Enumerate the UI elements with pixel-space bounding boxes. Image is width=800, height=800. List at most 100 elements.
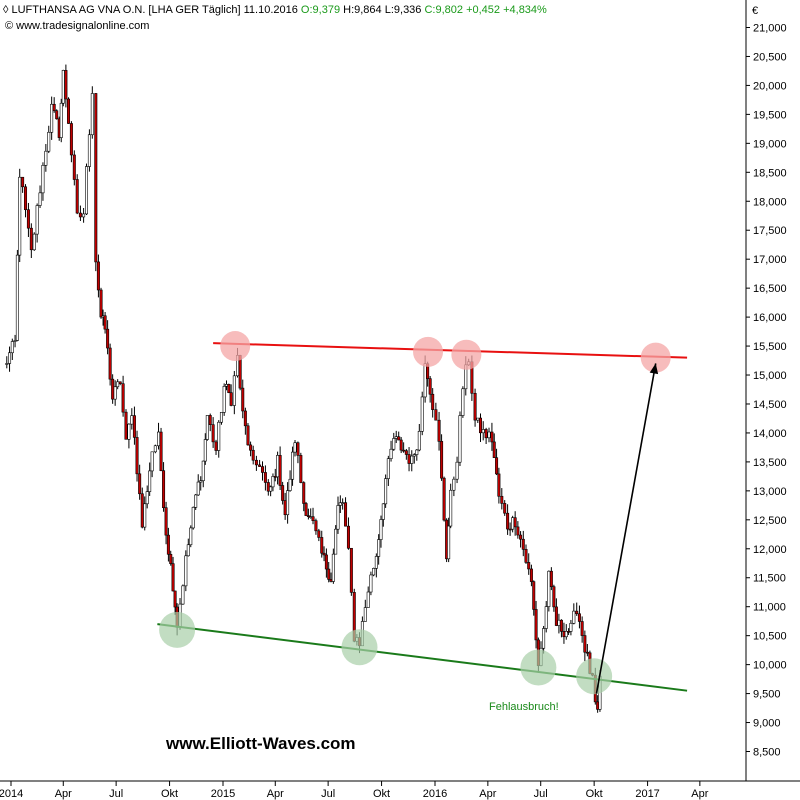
bottom-marker: [159, 611, 196, 648]
candle-body: [374, 556, 378, 569]
candle-body: [527, 562, 531, 570]
candle-body: [124, 411, 128, 440]
y-tick-label: 15,000: [753, 370, 787, 382]
candle-body: [15, 254, 19, 341]
candle-body: [140, 493, 144, 528]
candle-body: [47, 131, 51, 152]
candle-body: [260, 466, 264, 473]
candle-body: [534, 609, 538, 641]
candle-body: [481, 429, 485, 434]
candle-body: [492, 441, 496, 458]
candle-body: [484, 429, 488, 439]
candle-body: [85, 166, 89, 215]
candle-body: [389, 448, 393, 459]
candle-body: [402, 449, 406, 452]
chart-header: ◊ LUFTHANSA AG VNA O.N. [LHA GER Täglich…: [3, 4, 547, 16]
candle-body: [331, 553, 335, 582]
candle-body: [5, 363, 9, 365]
candle-body: [452, 478, 456, 491]
x-tick-label: Apr: [55, 788, 72, 800]
candle-body: [379, 519, 383, 540]
candle-body: [219, 412, 223, 423]
candle-body: [386, 458, 390, 479]
y-tick-label: 21,000: [753, 23, 787, 35]
candle-body: [72, 154, 76, 180]
candle-body: [569, 622, 573, 632]
candle-body: [24, 186, 28, 211]
candle-body: [199, 480, 203, 483]
candle-body: [564, 631, 568, 638]
candle-body: [442, 477, 446, 521]
candle-body: [437, 419, 441, 442]
y-tick-label: 20,500: [753, 51, 787, 63]
candle-body: [478, 417, 482, 434]
header-date: 11.10.2016: [243, 4, 298, 16]
candle-body: [276, 455, 280, 478]
candle-body: [434, 409, 438, 421]
header-open: O:9,379: [300, 4, 341, 16]
candle-body: [344, 502, 348, 527]
candle-body: [227, 384, 231, 393]
candle-body: [349, 547, 353, 593]
resistance-line: [213, 342, 688, 359]
candle-body: [94, 93, 98, 263]
candle-body: [191, 507, 195, 529]
candle-body: [35, 205, 39, 235]
candle-body: [44, 150, 48, 166]
candle-body: [306, 515, 310, 518]
x-tick-label: 2017: [635, 788, 659, 800]
x-tick-label: 2016: [423, 788, 447, 800]
candle-body: [417, 431, 421, 451]
candle-body: [32, 233, 36, 251]
candle-body: [559, 619, 563, 632]
candle-body: [346, 525, 350, 549]
x-tick-label: Jul: [321, 788, 335, 800]
candle-body: [410, 455, 414, 464]
candle-body: [164, 507, 168, 536]
candle-body: [249, 444, 253, 451]
candle-body: [519, 534, 523, 540]
candle-body: [271, 476, 275, 488]
candle-body: [150, 451, 154, 472]
candle-body: [423, 363, 427, 398]
candle-body: [222, 386, 226, 413]
candle-body: [521, 538, 525, 550]
candle-body: [336, 505, 340, 530]
candle-body: [38, 192, 42, 206]
candle-body: [567, 631, 571, 633]
candle-body: [407, 454, 411, 464]
candle-body: [52, 103, 56, 112]
x-tick-label: 2015: [211, 788, 235, 800]
candle-body: [516, 526, 520, 536]
y-tick-label: 17,000: [753, 254, 787, 266]
candle-body: [513, 517, 517, 528]
candle-body: [363, 607, 367, 622]
candle-body: [157, 431, 161, 447]
candle-body: [103, 315, 107, 330]
y-tick-label: 11,500: [753, 573, 786, 585]
candle-body: [281, 485, 285, 501]
candle-body: [269, 486, 273, 492]
header-change: +0,452: [466, 4, 501, 16]
candle-body: [113, 386, 117, 400]
candle-body: [302, 482, 306, 504]
candle-body: [544, 606, 548, 629]
candle-body: [75, 179, 79, 214]
candle-body: [145, 491, 149, 505]
candle-body: [254, 459, 258, 466]
candle-body: [455, 461, 459, 480]
candle-body: [449, 489, 453, 527]
y-tick-label: 14,500: [753, 399, 787, 411]
candle-body: [118, 381, 122, 385]
candle-body: [397, 436, 401, 441]
y-tick-label: 13,500: [753, 457, 787, 469]
y-tick-label: 13,000: [753, 486, 787, 498]
y-tick-label: 9,500: [753, 689, 781, 701]
candle-body: [583, 635, 587, 653]
candle-body: [293, 442, 297, 453]
y-tick-label: 12,500: [753, 515, 787, 527]
candle-body: [67, 98, 71, 124]
y-tick-label: 11,000: [753, 602, 786, 614]
candle-body: [381, 503, 385, 520]
top-marker: [413, 336, 444, 367]
